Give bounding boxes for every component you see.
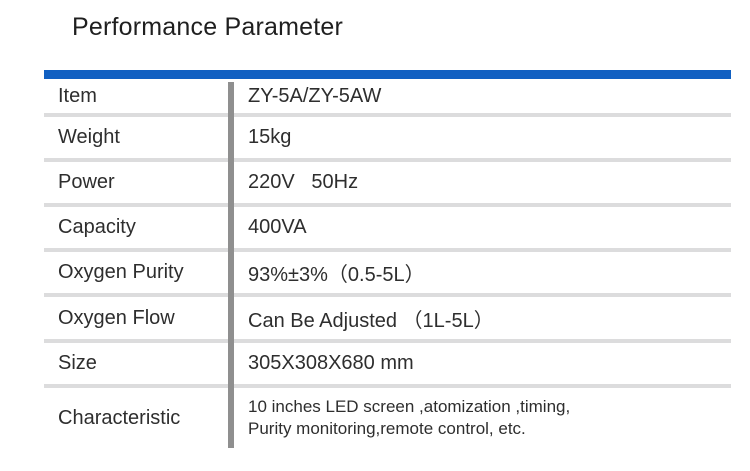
row-value: 15kg xyxy=(248,126,292,148)
row-label: Size xyxy=(58,352,97,374)
row-label: Oxygen Flow xyxy=(58,306,175,329)
row-label: Oxygen Purity xyxy=(58,261,184,283)
row-label: Power xyxy=(58,171,115,193)
spec-table: Item ZY-5A/ZY-5AW Weight 15kg Power 220V… xyxy=(44,70,731,448)
table-row-characteristic: Characteristic 10 inches LED screen ,ato… xyxy=(44,388,731,448)
table-accent-bar xyxy=(44,70,731,79)
table-row-capacity: Capacity 400VA xyxy=(44,207,731,252)
row-label: Weight xyxy=(58,126,120,148)
table-row-size: Size 305X308X680 mm xyxy=(44,343,731,388)
table-row-oxygen-purity: Oxygen Purity 93%±3%（0.5-5L） xyxy=(44,252,731,297)
row-value: 10 inches LED screen ,atomization ,timin… xyxy=(248,397,571,438)
table-row-oxygen-flow: Oxygen Flow Can Be Adjusted （1L-5L） xyxy=(44,297,731,343)
row-value: 220V 50Hz xyxy=(248,171,359,193)
table-rows: Item ZY-5A/ZY-5AW Weight 15kg Power 220V… xyxy=(44,79,731,448)
row-value: Can Be Adjusted （1L-5L） xyxy=(248,309,494,332)
row-value: 400VA xyxy=(248,216,307,238)
table-row-item: Item ZY-5A/ZY-5AW xyxy=(44,79,731,117)
row-value: 93%±3%（0.5-5L） xyxy=(248,264,425,286)
table-row-weight: Weight 15kg xyxy=(44,117,731,162)
row-label: Capacity xyxy=(58,216,136,238)
row-label: Characteristic xyxy=(58,406,181,429)
row-value: ZY-5A/ZY-5AW xyxy=(248,84,382,107)
row-value: 305X308X680 mm xyxy=(248,352,414,374)
column-divider xyxy=(228,82,234,448)
row-label: Item xyxy=(58,84,97,107)
page-title: Performance Parameter xyxy=(72,13,343,41)
table-row-power: Power 220V 50Hz xyxy=(44,162,731,207)
